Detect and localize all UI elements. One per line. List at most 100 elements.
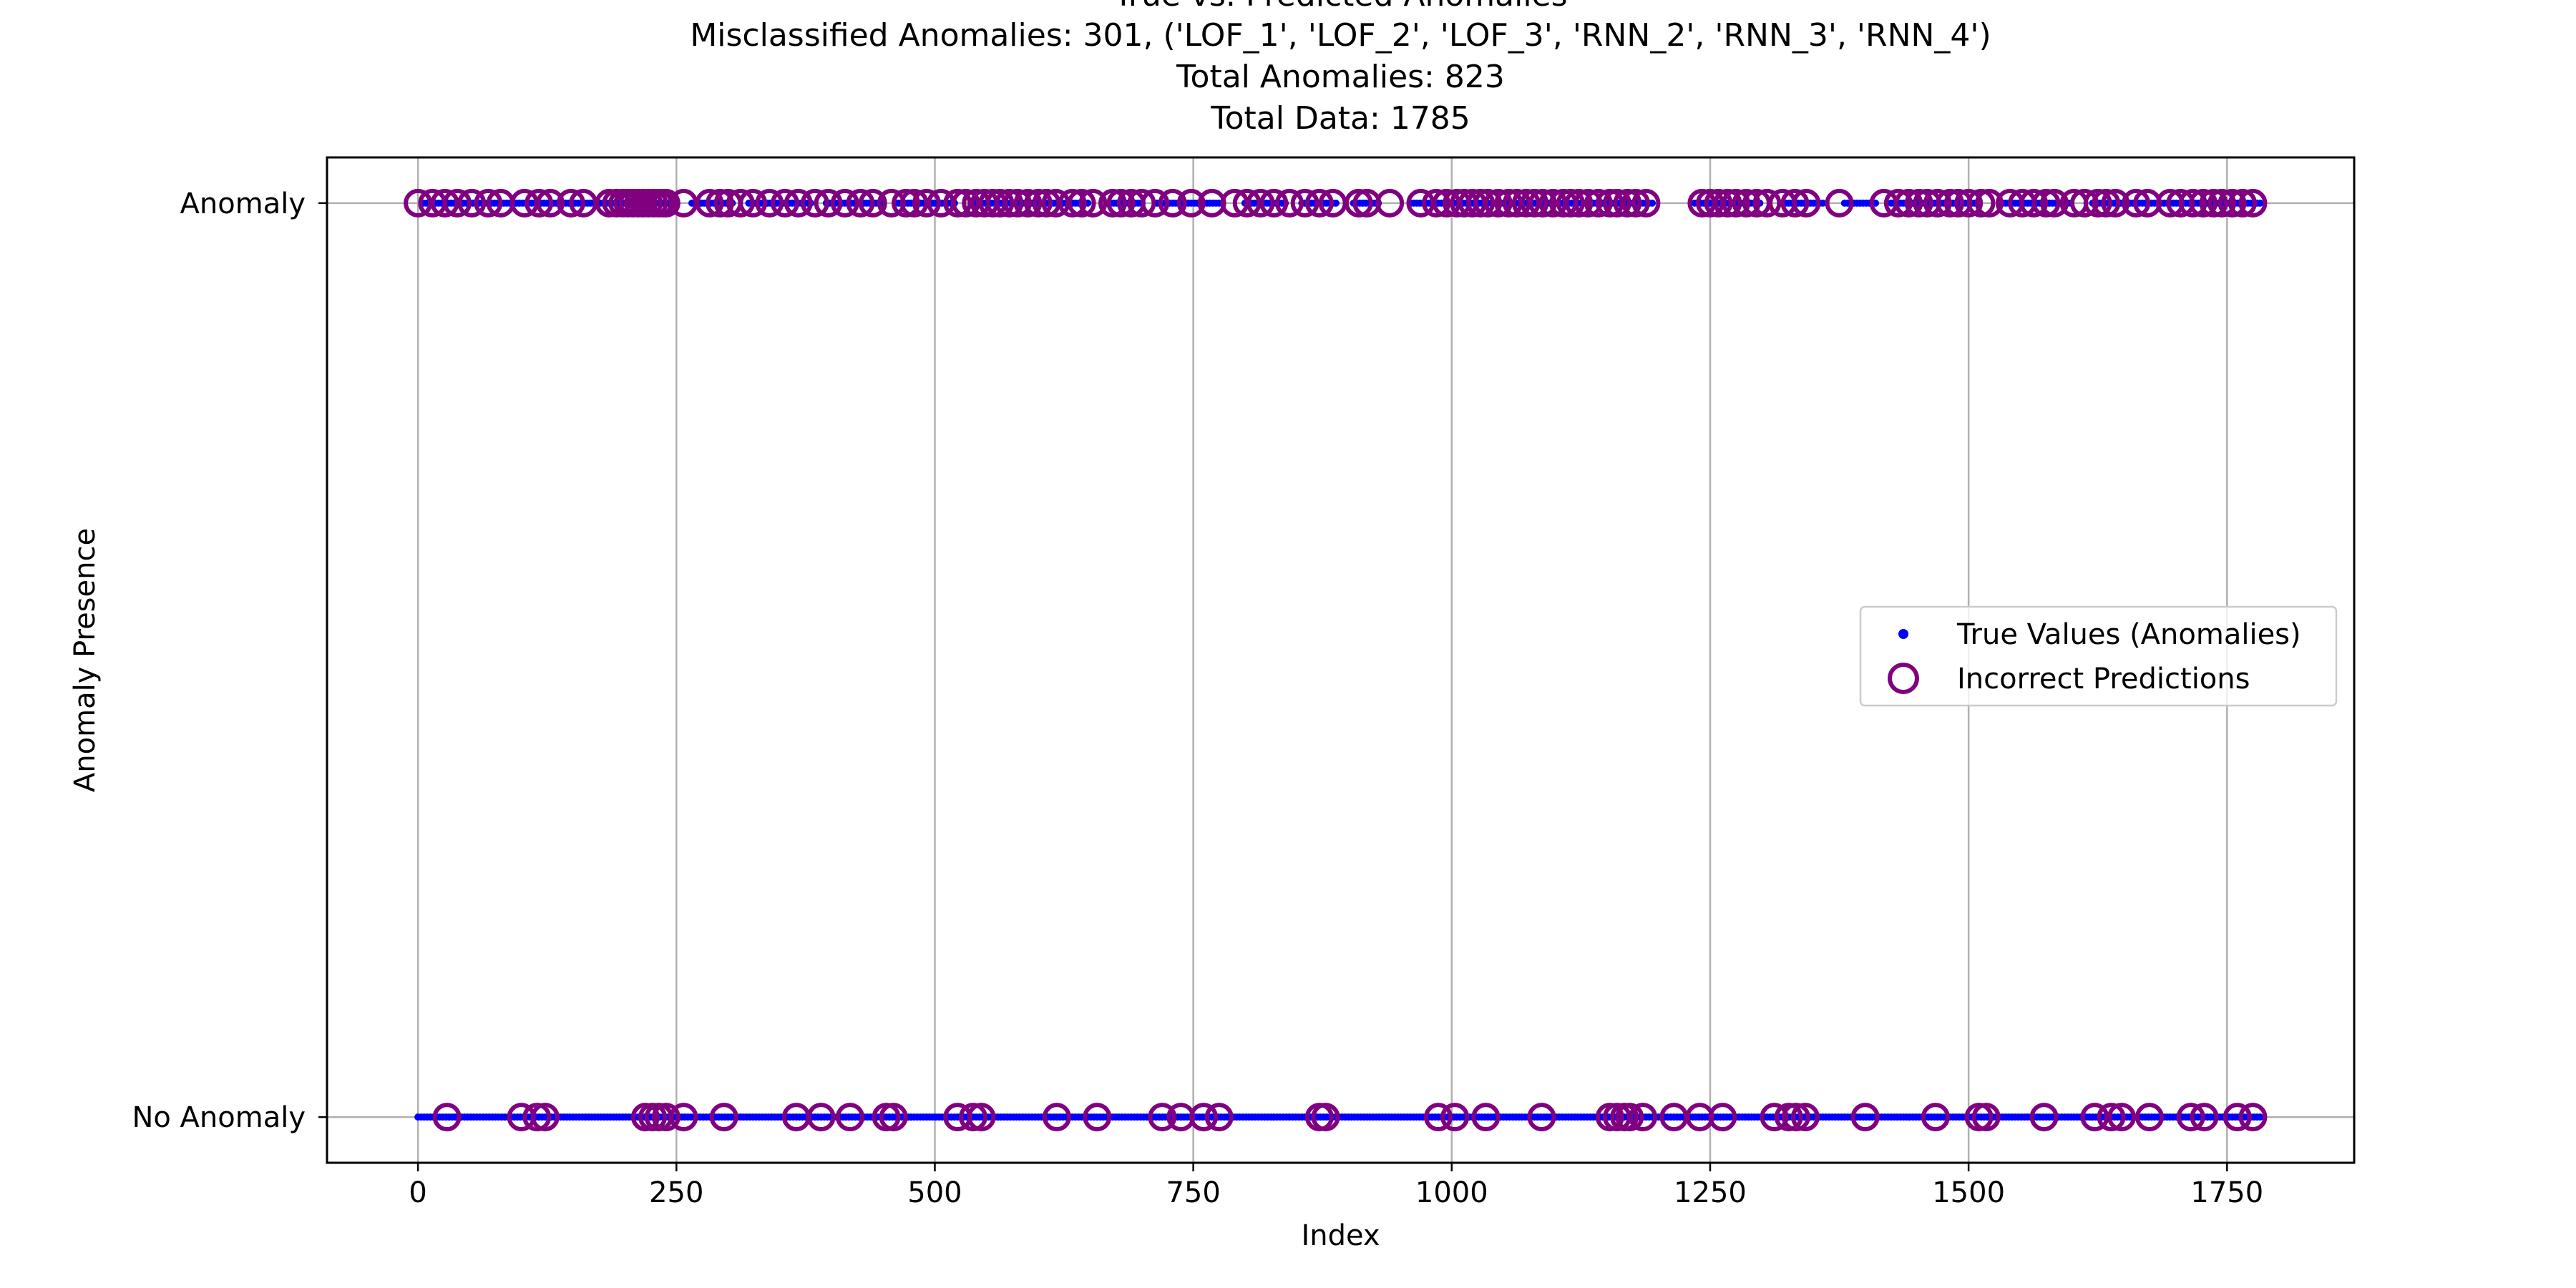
incorrect-point-anomaly-49 <box>995 188 1024 218</box>
incorrect-point-anomaly-107 <box>1732 188 1761 218</box>
incorrect-point-anomaly-40 <box>899 188 929 218</box>
x-tick-label-4: 1000 <box>1415 1176 1488 1209</box>
incorrect-point-anomaly-33 <box>800 188 829 218</box>
x-tick-label-3: 750 <box>1166 1176 1220 1209</box>
incorrect-point-anomaly-115 <box>1883 188 1913 218</box>
incorrect-point-anomaly-129 <box>2040 188 2069 218</box>
incorrect-point-anomaly-89 <box>1520 188 1549 218</box>
incorrect-point-anomaly-61 <box>1127 188 1156 218</box>
incorrect-point-anomaly-88 <box>1511 188 1541 218</box>
incorrect-point-no-anomaly-42 <box>1850 1103 1880 1132</box>
incorrect-point-anomaly-57 <box>1078 188 1108 218</box>
incorrect-point-no-anomaly-40 <box>1781 1103 1810 1132</box>
incorrect-point-anomaly-140 <box>2189 188 2218 218</box>
chart-title: True vs. Predicted Anomalies Misclassifie… <box>690 0 1991 137</box>
incorrect-point-anomaly-28 <box>726 188 755 218</box>
incorrect-point-no-anomaly-47 <box>2080 1103 2109 1132</box>
incorrect-point-anomaly-55 <box>1058 188 1087 218</box>
incorrect-point-anomaly-62 <box>1141 188 1170 218</box>
incorrect-point-no-anomaly-2 <box>522 1103 552 1132</box>
incorrect-point-no-anomaly-0 <box>432 1103 462 1132</box>
series-incorrect-predictions <box>404 188 2268 1132</box>
title-line-2: Misclassified Anomalies: 301, ('LOF_1', … <box>690 17 1991 54</box>
incorrect-point-no-anomaly-54 <box>2238 1103 2268 1132</box>
incorrect-point-anomaly-84 <box>1473 188 1503 218</box>
incorrect-point-no-anomaly-27 <box>1440 1103 1470 1132</box>
incorrect-point-anomaly-74 <box>1344 188 1373 218</box>
incorrect-point-no-anomaly-7 <box>651 1103 680 1132</box>
incorrect-point-anomaly-123 <box>1966 188 1996 218</box>
incorrect-point-anomaly-112 <box>1792 188 1821 218</box>
incorrect-point-anomaly-139 <box>2178 188 2207 218</box>
incorrect-point-no-anomaly-45 <box>1971 1103 2001 1132</box>
y-axis-label: Anomaly Presence <box>69 528 102 792</box>
legend-marker-true-values <box>1898 629 1908 639</box>
incorrect-point-anomaly-70 <box>1274 188 1304 218</box>
incorrect-point-no-anomaly-49 <box>2107 1103 2136 1132</box>
x-tick-label-7: 1750 <box>2190 1176 2263 1209</box>
incorrect-point-anomaly-34 <box>814 188 843 218</box>
incorrect-point-anomaly-29 <box>738 188 768 218</box>
incorrect-point-anomaly-5 <box>474 188 503 218</box>
true-point-anomaly-933 <box>1649 199 1657 207</box>
y-tick-label-0: No Anomaly <box>132 1101 306 1134</box>
incorrect-point-anomaly-3 <box>443 188 472 218</box>
incorrect-point-anomaly-41 <box>912 188 941 218</box>
incorrect-point-no-anomaly-16 <box>958 1103 987 1132</box>
incorrect-point-anomaly-59 <box>1106 188 1136 218</box>
incorrect-point-anomaly-78 <box>1422 188 1451 218</box>
incorrect-point-anomaly-68 <box>1246 188 1275 218</box>
incorrect-point-anomaly-63 <box>1158 188 1187 218</box>
title-line-1: True vs. Predicted Anomalies <box>1113 0 1567 14</box>
incorrect-point-anomaly-105 <box>1713 188 1742 218</box>
incorrect-point-no-anomaly-51 <box>2176 1103 2205 1132</box>
incorrect-point-no-anomaly-25 <box>1311 1103 1340 1132</box>
incorrect-point-anomaly-58 <box>1098 188 1127 218</box>
legend-box <box>1859 605 2338 707</box>
true-point-anomaly-1088 <box>2256 199 2264 207</box>
x-tick-label-0: 0 <box>409 1176 426 1209</box>
x-tick-label-1: 250 <box>649 1176 703 1209</box>
incorrect-point-anomaly-104 <box>1704 188 1733 218</box>
incorrect-point-anomaly-131 <box>2069 188 2099 218</box>
legend-label-true-values: True Values (Anomalies) <box>1956 618 2301 651</box>
incorrect-point-anomaly-101 <box>1631 188 1661 218</box>
incorrect-point-anomaly-120 <box>1936 188 1965 218</box>
incorrect-point-anomaly-44 <box>951 188 980 218</box>
incorrect-point-anomaly-69 <box>1259 188 1289 218</box>
incorrect-point-no-anomaly-53 <box>2223 1103 2252 1132</box>
incorrect-point-anomaly-142 <box>2207 188 2237 218</box>
incorrect-point-anomaly-32 <box>784 188 813 218</box>
incorrect-point-no-anomaly-22 <box>1189 1103 1219 1132</box>
incorrect-point-no-anomaly-17 <box>967 1103 996 1132</box>
incorrect-point-anomaly-0 <box>404 188 433 218</box>
incorrect-point-anomaly-141 <box>2199 188 2228 218</box>
legend-label-incorrect: Incorrect Predictions <box>1957 663 2250 696</box>
incorrect-point-anomaly-37 <box>858 188 887 218</box>
incorrect-point-no-anomaly-29 <box>1527 1103 1556 1132</box>
incorrect-point-anomaly-90 <box>1528 188 1557 218</box>
incorrect-point-anomaly-132 <box>2083 188 2112 218</box>
incorrect-point-no-anomaly-14 <box>879 1103 908 1132</box>
incorrect-point-anomaly-35 <box>830 188 859 218</box>
incorrect-point-anomaly-111 <box>1780 188 1810 218</box>
incorrect-point-anomaly-50 <box>1003 188 1033 218</box>
incorrect-point-anomaly-67 <box>1232 188 1262 218</box>
incorrect-point-no-anomaly-43 <box>1921 1103 1950 1132</box>
incorrect-point-anomaly-43 <box>943 188 972 218</box>
incorrect-point-no-anomaly-12 <box>836 1103 865 1132</box>
legend: True Values (Anomalies) Incorrect Predict… <box>1859 605 2338 707</box>
incorrect-point-anomaly-99 <box>1613 188 1642 218</box>
true-point-no-anomaly-594 <box>2256 1113 2264 1121</box>
incorrect-point-no-anomaly-11 <box>806 1103 836 1132</box>
incorrect-point-no-anomaly-19 <box>1083 1103 1112 1132</box>
incorrect-point-anomaly-39 <box>892 188 921 218</box>
incorrect-point-anomaly-10 <box>556 188 585 218</box>
incorrect-point-anomaly-100 <box>1621 188 1650 218</box>
incorrect-point-anomaly-143 <box>2218 188 2247 218</box>
incorrect-point-anomaly-85 <box>1483 188 1513 218</box>
title-line-3: Total Anomalies: 823 <box>1176 59 1505 95</box>
x-axis-label: Index <box>1301 1219 1380 1252</box>
incorrect-point-no-anomaly-28 <box>1471 1103 1501 1132</box>
